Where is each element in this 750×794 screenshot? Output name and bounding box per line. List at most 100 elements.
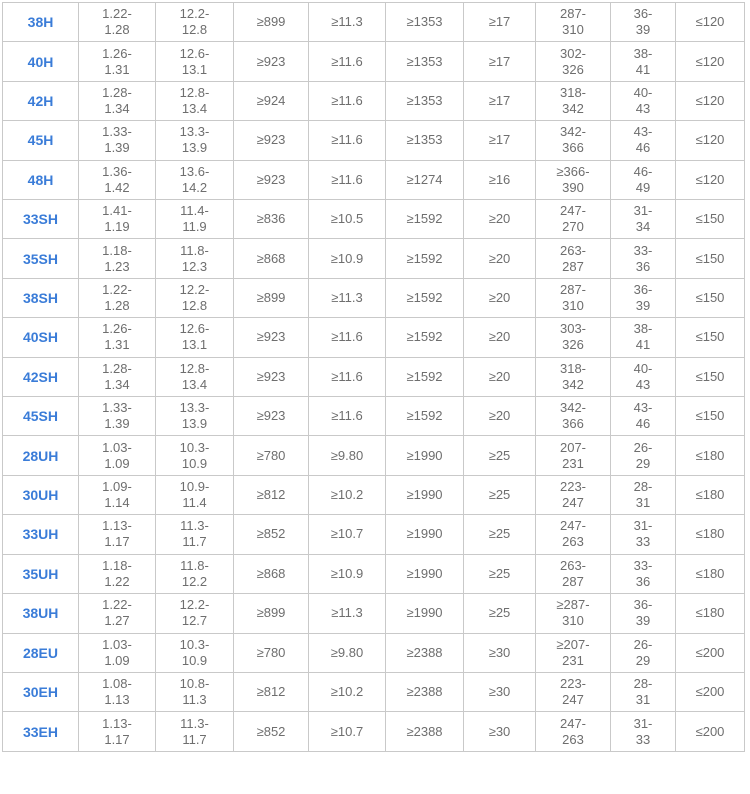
value-cell: 302- 326: [535, 41, 611, 82]
value-cell: ≥30: [463, 671, 536, 713]
value-cell: 1.18- 1.22: [78, 553, 156, 595]
value-cell: 1.03- 1.09: [78, 435, 156, 476]
value-cell: ≤200: [675, 671, 745, 713]
value-cell: 1.08- 1.13: [78, 671, 156, 713]
grade-cell[interactable]: 38SH: [2, 277, 79, 319]
grade-cell[interactable]: 45SH: [2, 396, 79, 437]
grade-cell[interactable]: 28UH: [2, 435, 79, 476]
value-cell: 1.33- 1.39: [78, 396, 156, 437]
spec-row: 38SH 1.22- 1.28 12.2- 12.8 ≥899 ≥11.3 ≥1592 ≥2…: [2, 277, 745, 319]
value-cell: 10.9- 11.4: [155, 474, 234, 516]
value-cell: ≥780: [233, 632, 309, 673]
value-cell: ≥1353: [385, 120, 464, 161]
value-cell: 28- 31: [610, 474, 676, 516]
value-cell: ≥923: [233, 396, 309, 437]
value-cell: 40- 43: [610, 80, 676, 122]
value-cell: 223- 247: [535, 474, 611, 516]
grade-cell[interactable]: 38H: [2, 1, 79, 43]
value-cell: 13.6- 14.2: [155, 159, 234, 201]
value-cell: ≤120: [675, 1, 745, 43]
value-cell: ≥2388: [385, 632, 464, 673]
value-cell: 33- 36: [610, 238, 676, 279]
grade-cell[interactable]: 48H: [2, 159, 79, 201]
spec-row: 48H 1.36- 1.42 13.6- 14.2 ≥923 ≥11.6 ≥1274 ≥16…: [2, 159, 745, 201]
value-cell: ≥812: [233, 671, 309, 713]
value-cell: 247- 263: [535, 711, 611, 752]
spec-row: 30UH 1.09- 1.14 10.9- 11.4 ≥812 ≥10.2 ≥1990 ≥2…: [2, 474, 745, 516]
value-cell: ≥1592: [385, 238, 464, 279]
value-cell: ≥20: [463, 317, 536, 358]
value-cell: ≥852: [233, 711, 309, 752]
value-cell: 12.2- 12.8: [155, 1, 234, 43]
value-cell: 1.36- 1.42: [78, 159, 156, 201]
value-cell: 342- 366: [535, 120, 611, 161]
value-cell: ≤120: [675, 41, 745, 82]
grade-cell[interactable]: 35UH: [2, 553, 79, 595]
grade-cell[interactable]: 42H: [2, 80, 79, 122]
grade-cell[interactable]: 30UH: [2, 474, 79, 516]
grade-cell[interactable]: 33UH: [2, 514, 79, 555]
grade-cell[interactable]: 33SH: [2, 199, 79, 240]
grade-cell[interactable]: 45H: [2, 120, 79, 161]
spec-row: 45SH 1.33- 1.39 13.3- 13.9 ≥923 ≥11.6 ≥1592 ≥2…: [2, 396, 745, 437]
value-cell: 1.41- 1.19: [78, 199, 156, 240]
value-cell: 342- 366: [535, 396, 611, 437]
value-cell: 36- 39: [610, 593, 676, 634]
value-cell: ≥1592: [385, 317, 464, 358]
value-cell: ≥20: [463, 199, 536, 240]
value-cell: 263- 287: [535, 238, 611, 279]
spec-row: 28UH 1.03- 1.09 10.3- 10.9 ≥780 ≥9.80 ≥1990 ≥2…: [2, 435, 745, 476]
grade-cell[interactable]: 42SH: [2, 356, 79, 398]
value-cell: ≥25: [463, 514, 536, 555]
value-cell: ≥20: [463, 356, 536, 398]
value-cell: ≥11.6: [308, 356, 386, 398]
value-cell: ≥20: [463, 396, 536, 437]
spec-row: 40SH 1.26- 1.31 12.6- 13.1 ≥923 ≥11.6 ≥1592 ≥2…: [2, 317, 745, 358]
value-cell: ≥11.3: [308, 593, 386, 634]
value-cell: ≥923: [233, 356, 309, 398]
value-cell: ≥923: [233, 41, 309, 82]
value-cell: ≤200: [675, 711, 745, 752]
value-cell: ≥868: [233, 238, 309, 279]
value-cell: ≥899: [233, 1, 309, 43]
value-cell: 12.6- 13.1: [155, 317, 234, 358]
value-cell: 11.4- 11.9: [155, 199, 234, 240]
value-cell: ≥1353: [385, 80, 464, 122]
spec-row: 28EU 1.03- 1.09 10.3- 10.9 ≥780 ≥9.80 ≥2388 ≥3…: [2, 632, 745, 673]
value-cell: ≤180: [675, 435, 745, 476]
value-cell: 1.26- 1.31: [78, 41, 156, 82]
grade-cell[interactable]: 30EH: [2, 671, 79, 713]
value-cell: 26- 29: [610, 435, 676, 476]
value-cell: ≥17: [463, 1, 536, 43]
value-cell: 12.2- 12.8: [155, 277, 234, 319]
value-cell: ≤180: [675, 553, 745, 595]
value-cell: ≥10.5: [308, 199, 386, 240]
value-cell: ≤150: [675, 317, 745, 358]
grade-cell[interactable]: 33EH: [2, 711, 79, 752]
grade-cell[interactable]: 28EU: [2, 632, 79, 673]
grade-cell[interactable]: 38UH: [2, 593, 79, 634]
value-cell: 31- 33: [610, 711, 676, 752]
value-cell: ≥1353: [385, 41, 464, 82]
value-cell: 1.22- 1.28: [78, 277, 156, 319]
value-cell: 1.26- 1.31: [78, 317, 156, 358]
value-cell: 1.22- 1.27: [78, 593, 156, 634]
grade-cell[interactable]: 40H: [2, 41, 79, 82]
value-cell: 12.2- 12.7: [155, 593, 234, 634]
grade-cell[interactable]: 40SH: [2, 317, 79, 358]
value-cell: 1.13- 1.17: [78, 514, 156, 555]
value-cell: ≥2388: [385, 671, 464, 713]
value-cell: ≥899: [233, 277, 309, 319]
value-cell: ≤120: [675, 80, 745, 122]
grade-cell[interactable]: 35SH: [2, 238, 79, 279]
value-cell: ≥11.6: [308, 41, 386, 82]
value-cell: ≤200: [675, 632, 745, 673]
value-cell: ≥923: [233, 317, 309, 358]
value-cell: 318- 342: [535, 356, 611, 398]
value-cell: ≥17: [463, 80, 536, 122]
value-cell: 36- 39: [610, 1, 676, 43]
magnet-spec-table: 38H 1.22- 1.28 12.2- 12.8 ≥899 ≥11.3 ≥1353 ≥17…: [2, 1, 745, 752]
value-cell: 12.8- 13.4: [155, 356, 234, 398]
value-cell: 10.3- 10.9: [155, 632, 234, 673]
